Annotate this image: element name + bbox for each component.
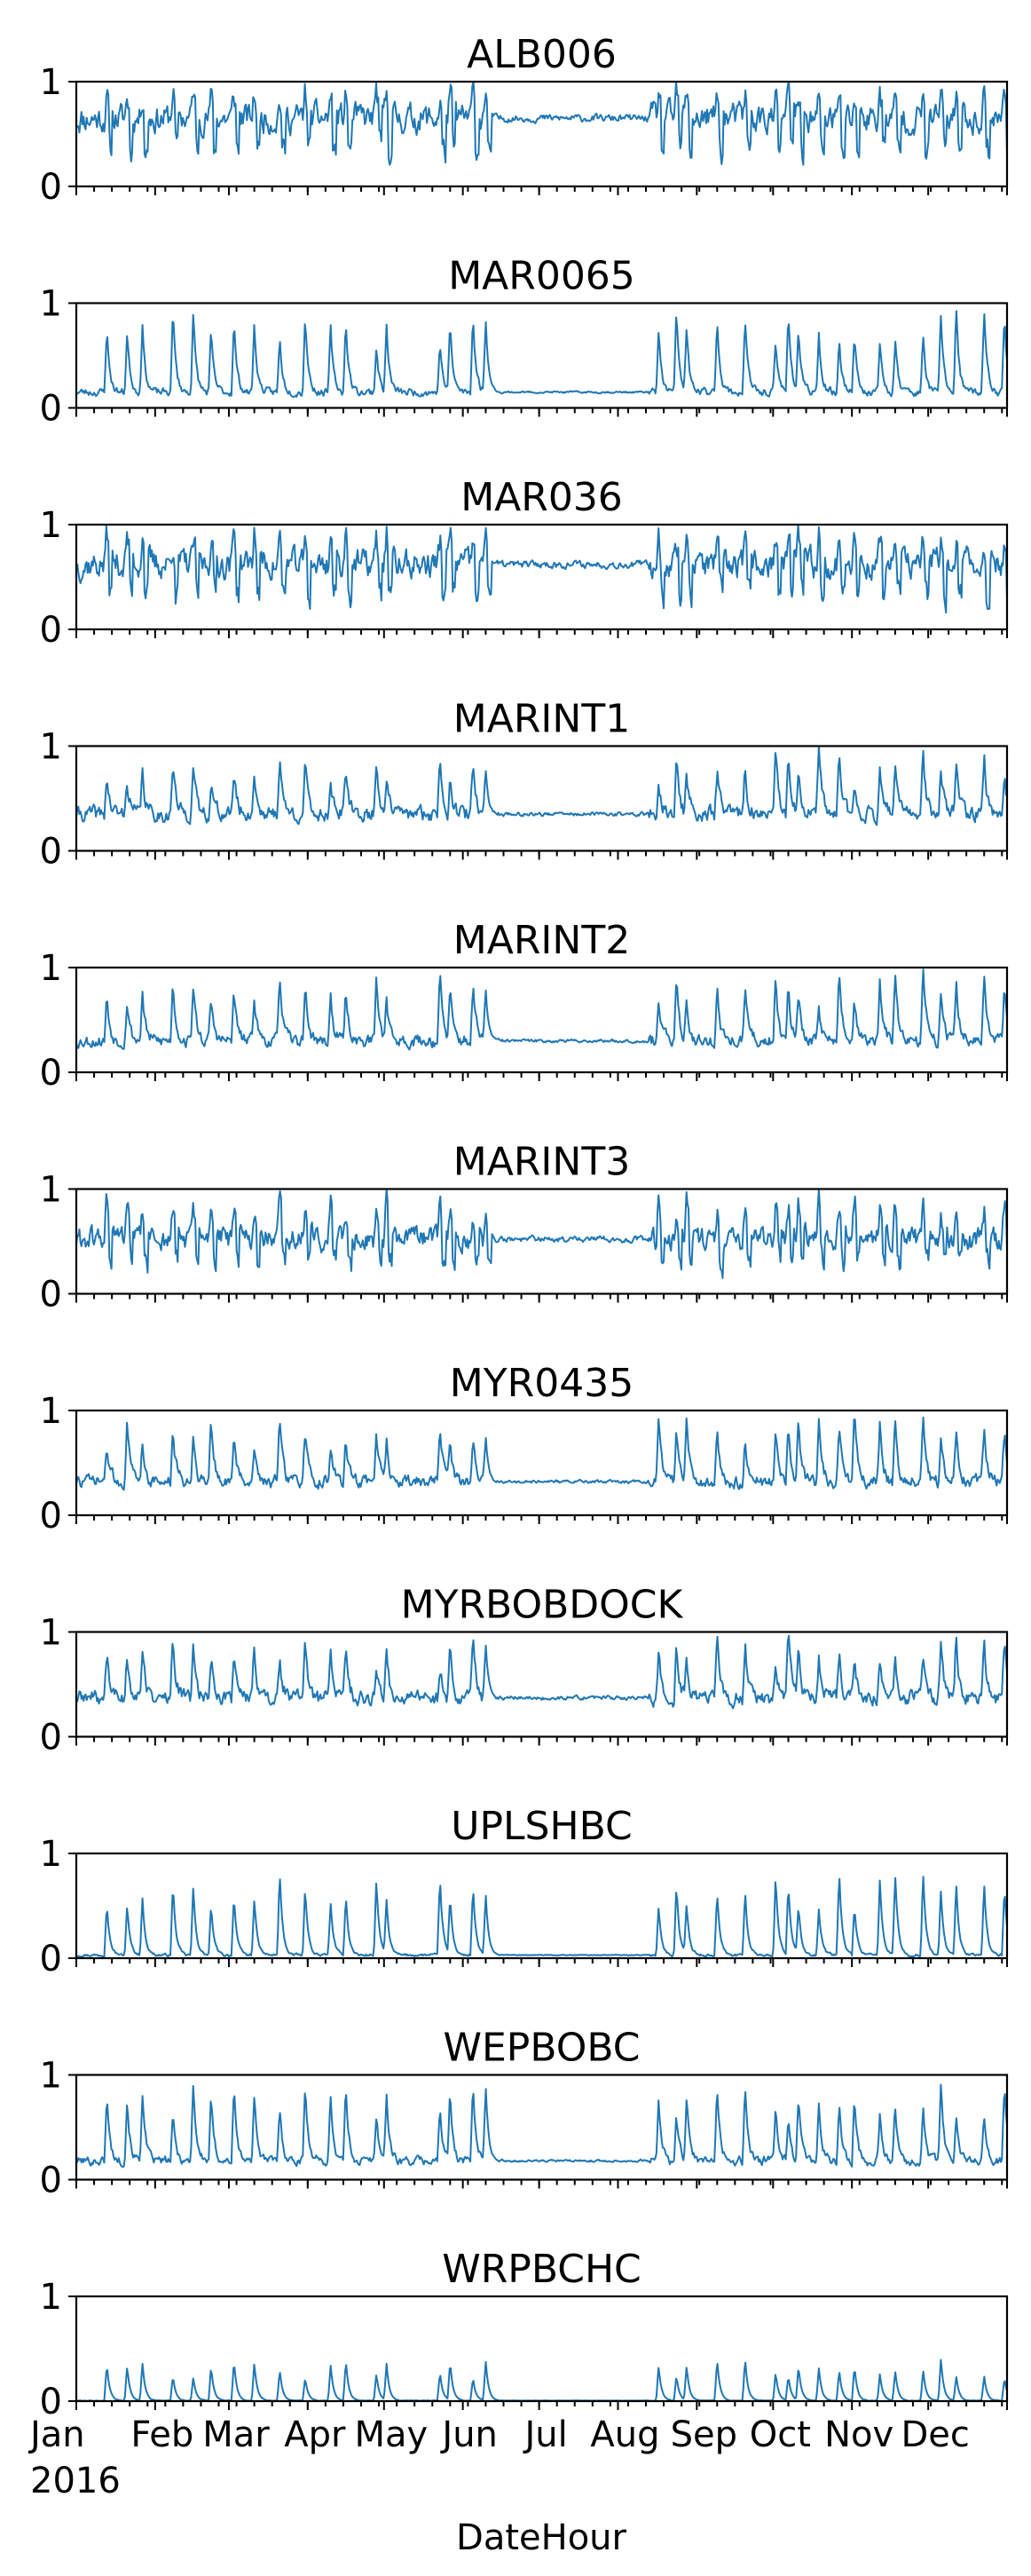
y-tick-label: 1 xyxy=(40,1391,62,1432)
y-tick-label: 0 xyxy=(40,1718,62,1758)
y-tick-label: 1 xyxy=(40,2056,62,2097)
series-line xyxy=(75,1634,1008,1710)
series-line xyxy=(75,1416,1008,1491)
plot-frame xyxy=(75,2295,1009,2403)
chart-panel: MAR036 1 0 xyxy=(40,475,1009,651)
x-tick-label: Oct xyxy=(750,2414,811,2455)
plot-frame xyxy=(75,1188,1009,1295)
x-tick-label: Jul xyxy=(523,2414,568,2455)
x-tick-label: Sep xyxy=(671,2414,737,2455)
y-tick-label: 0 xyxy=(40,389,62,430)
y-tick-label: 1 xyxy=(40,1613,62,1654)
y-tick-label: 0 xyxy=(40,832,62,873)
panel-title: MYR0435 xyxy=(450,1361,634,1406)
panel-title: MAR0065 xyxy=(448,254,635,299)
y-tick-label: 0 xyxy=(40,167,62,208)
y-tick-label: 1 xyxy=(40,1834,62,1875)
series-line xyxy=(75,745,1008,826)
panels-container: ALB00610MAR006510MAR03610MARINT110MARINT… xyxy=(40,32,1009,2422)
x-tick-label: Jun xyxy=(439,2414,498,2455)
x-tick-label: Dec xyxy=(901,2414,969,2455)
chart-panel: MYR0435 1 0 xyxy=(40,1361,1009,1537)
plot-frame xyxy=(75,966,1009,1074)
series-line xyxy=(75,968,1008,1051)
y-tick-label: 1 xyxy=(40,2277,62,2318)
panel-title: WEPBOBC xyxy=(443,2026,640,2071)
plot-frame xyxy=(75,2074,1009,2181)
y-tick-label: 0 xyxy=(40,1053,62,1094)
plot-frame xyxy=(75,1631,1009,1738)
panel-title: MARINT1 xyxy=(453,697,630,742)
y-tick-label: 1 xyxy=(40,62,62,103)
panel-title: ALB006 xyxy=(467,32,617,77)
y-tick-label: 0 xyxy=(40,2382,62,2422)
y-tick-label: 1 xyxy=(40,505,62,546)
panel-title: MAR036 xyxy=(460,475,623,520)
chart-panel: ALB006 1 0 xyxy=(40,32,1009,208)
chart-panel: MARINT3 1 0 xyxy=(40,1140,1009,1316)
chart-panel: MAR0065 1 0 xyxy=(40,254,1009,430)
x-tick-label: Nov xyxy=(824,2414,893,2455)
x-tick-label: May xyxy=(354,2414,428,2455)
x-tick-label: Apr xyxy=(284,2414,346,2455)
chart-panel: MARINT2 1 0 xyxy=(40,918,1009,1094)
panel-title: MARINT2 xyxy=(453,918,630,963)
plot-frame xyxy=(75,302,1009,409)
y-tick-label: 1 xyxy=(40,727,62,768)
series-line xyxy=(75,524,1008,614)
y-tick-label: 0 xyxy=(40,2161,62,2201)
series-line xyxy=(75,2083,1008,2169)
y-tick-label: 1 xyxy=(40,1170,62,1211)
panel-title: MARINT3 xyxy=(453,1140,630,1185)
x-tick-label: Mar xyxy=(202,2414,270,2455)
y-tick-label: 1 xyxy=(40,948,62,989)
panel-title: MYRBOBDOCK xyxy=(401,1583,684,1628)
series-line xyxy=(75,1188,1008,1279)
y-tick-label: 0 xyxy=(40,610,62,651)
panel-title: WRPBCHC xyxy=(442,2247,641,2292)
y-tick-label: 0 xyxy=(40,1275,62,1316)
chart-panel: MARINT1 1 0 xyxy=(40,697,1009,873)
plot-frame xyxy=(75,80,1009,188)
x-tick-label: Jan xyxy=(28,2414,85,2455)
series-line xyxy=(75,1876,1008,1958)
series-line xyxy=(75,310,1008,399)
plot-frame xyxy=(75,1409,1009,1517)
series-line xyxy=(76,2359,1008,2402)
y-tick-label: 0 xyxy=(40,1939,62,1979)
y-tick-label: 1 xyxy=(40,284,62,325)
panel-title: UPLSHBC xyxy=(451,1804,632,1849)
chart-panel: WEPBOBC 1 0 xyxy=(40,2026,1009,2201)
y-tick-label: 0 xyxy=(40,1496,62,1537)
series-line xyxy=(75,81,1008,166)
x-axis-title: DateHour xyxy=(456,2517,627,2558)
x-tick-label: Aug xyxy=(590,2414,659,2455)
chart-panel: UPLSHBC 1 0 xyxy=(40,1804,1009,1979)
plot-frame xyxy=(75,523,1009,631)
x-tick-label: Feb xyxy=(130,2414,193,2455)
x-axis: 2016 DateHour Jan Feb Mar Apr May Jun Jul Aug Se… xyxy=(28,2414,970,2558)
chart-panel: WRPBCHC 1 0 xyxy=(40,2247,1009,2422)
chart-panel: MYRBOBDOCK 1 0 xyxy=(40,1583,1009,1758)
x-year-label: 2016 xyxy=(30,2461,121,2501)
plot-frame xyxy=(75,745,1009,852)
plot-frame xyxy=(75,1852,1009,1960)
